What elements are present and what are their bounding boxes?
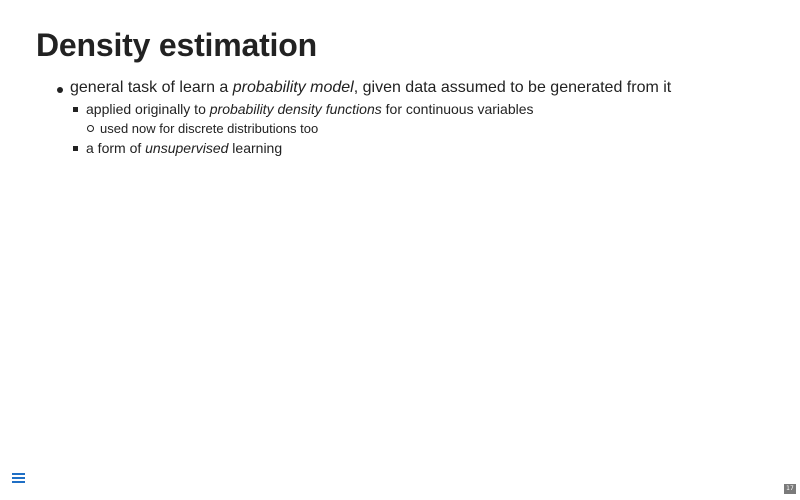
slide-number-badge: 17 — [784, 484, 796, 494]
bullet-text: , given data assumed to be generated fro… — [353, 79, 672, 96]
list-item-level-2: a form of unsupervised learning — [86, 140, 282, 156]
emphasis-text: probability model — [232, 79, 354, 96]
bullet-text: for continuous variables — [381, 101, 534, 117]
bullet-text: applied originally to — [86, 101, 210, 117]
menu-line — [12, 473, 25, 475]
emphasis-text: unsupervised — [145, 140, 229, 156]
list-item-level-2: applied originally to probability densit… — [86, 101, 534, 117]
bullet-text: a form of — [86, 140, 146, 156]
list-item-level-1: general task of learn a probability mode… — [70, 79, 671, 97]
list-item-level-3: used now for discrete distributions too — [100, 121, 319, 136]
menu-line — [12, 481, 25, 483]
bullet-square-icon — [73, 107, 78, 112]
menu-line — [12, 477, 25, 479]
page-title: Density estimation — [36, 27, 317, 63]
bullet-square-icon — [73, 146, 78, 151]
bullet-text: general task of learn a — [70, 79, 233, 96]
bullet-text: learning — [228, 140, 283, 156]
emphasis-text: probability density functions — [209, 101, 382, 117]
hamburger-menu-icon[interactable] — [12, 473, 25, 486]
bullet-circle-icon — [87, 125, 94, 132]
bullet-dot-icon — [57, 87, 63, 93]
